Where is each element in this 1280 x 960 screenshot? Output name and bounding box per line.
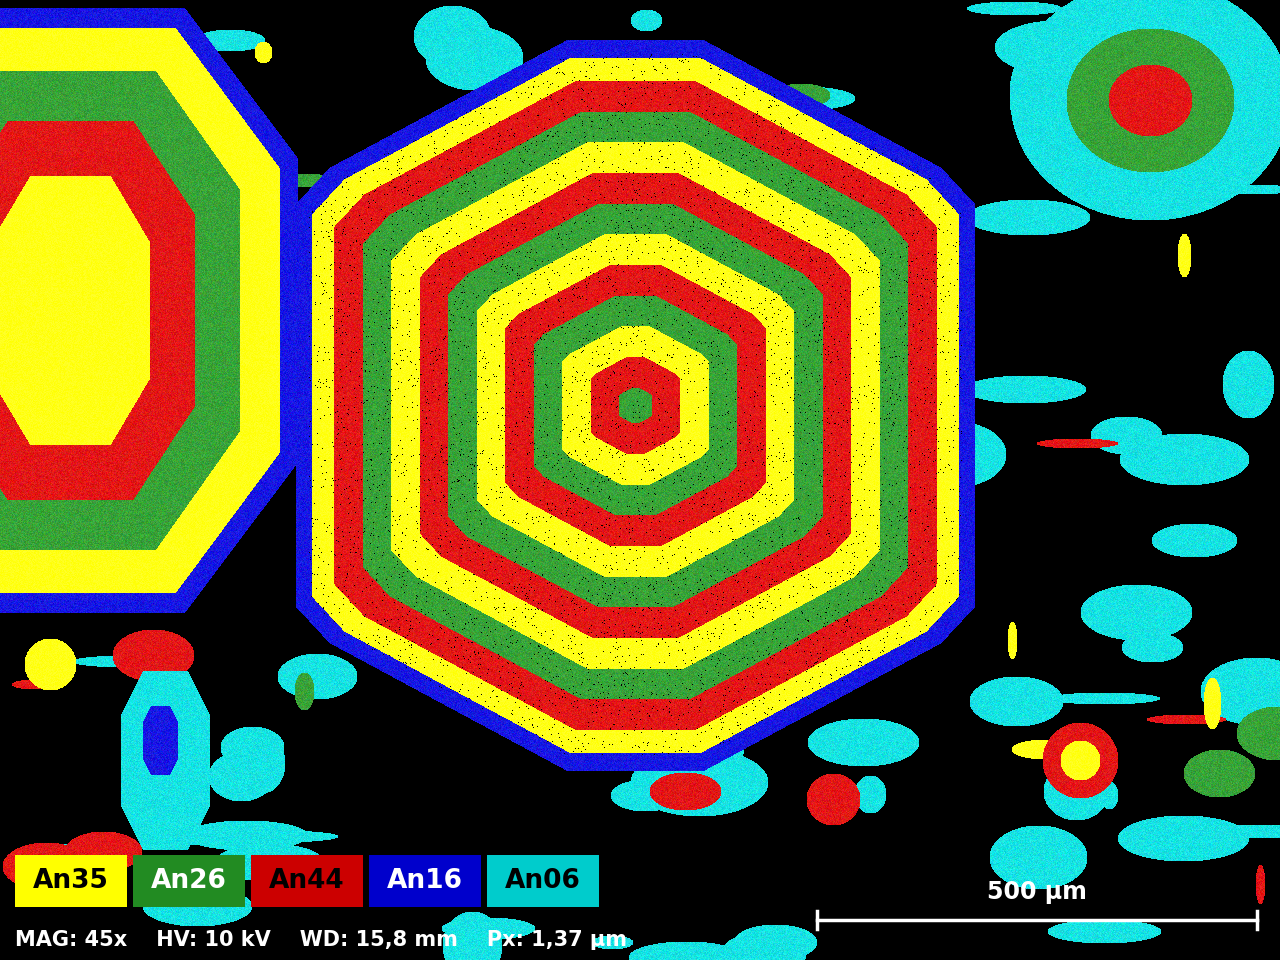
Text: An06: An06 xyxy=(506,868,581,894)
Bar xyxy=(15,855,127,907)
Text: An26: An26 xyxy=(151,868,227,894)
Text: MAG: 45x    HV: 10 kV    WD: 15,8 mm    Px: 1,37 μm: MAG: 45x HV: 10 kV WD: 15,8 mm Px: 1,37 … xyxy=(15,930,627,950)
Bar xyxy=(251,855,364,907)
Text: 500 μm: 500 μm xyxy=(987,880,1087,904)
Text: An35: An35 xyxy=(33,868,109,894)
Text: An16: An16 xyxy=(387,868,463,894)
Bar xyxy=(369,855,481,907)
Bar xyxy=(133,855,244,907)
Text: An44: An44 xyxy=(269,868,344,894)
Bar xyxy=(486,855,599,907)
